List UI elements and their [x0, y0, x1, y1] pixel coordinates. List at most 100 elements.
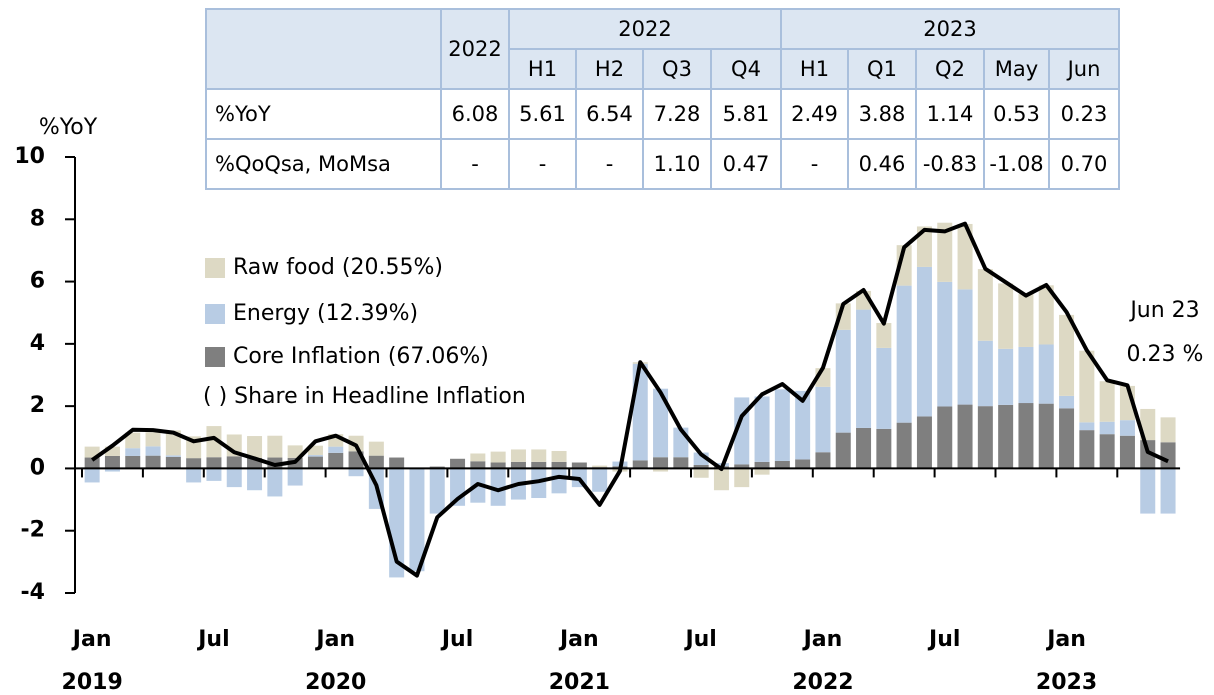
value-cell: 3.88 [847, 88, 917, 140]
subheader-cell: H1 [780, 48, 849, 90]
bar-segment [1119, 435, 1135, 469]
subheader-cell: Q4 [710, 48, 782, 90]
bar-segment [592, 468, 608, 492]
bar-segment [267, 468, 283, 497]
x-year-label: 2019 [62, 670, 123, 695]
header-cell: 2023 [780, 8, 1120, 50]
y-tick-label: 6 [30, 269, 45, 294]
bar-segment [186, 468, 202, 483]
bar-segment [165, 430, 181, 456]
x-tick-label: Jan [558, 627, 599, 652]
bar-segment [186, 458, 202, 469]
row-label: %QoQsa, MoMsa [205, 138, 442, 190]
header-cell: 2022 [508, 8, 782, 50]
y-tick-label: 0 [30, 455, 45, 480]
bar-segment [551, 468, 567, 494]
bar-segment [206, 468, 222, 481]
x-tick-label: Jul [196, 627, 229, 652]
x-tick-label: Jul [440, 627, 473, 652]
bar-segment [470, 453, 486, 462]
subheader-cell: Q1 [847, 48, 917, 90]
bar-segment [632, 363, 648, 461]
bar-segment [125, 455, 141, 469]
bar-segment [531, 449, 547, 462]
bar-segment [510, 449, 526, 462]
bar-segment [998, 348, 1014, 405]
bar-segment [1038, 344, 1054, 404]
value-cell: -1.08 [983, 138, 1050, 190]
bar-segment [1140, 468, 1156, 514]
legend-swatch [205, 304, 225, 324]
bar-segment [754, 461, 770, 469]
value-cell: - [575, 138, 644, 190]
bar-segment [1079, 422, 1095, 431]
x-year-label: 2023 [1036, 670, 1097, 695]
bar-segment [470, 461, 486, 469]
bar-segment [896, 285, 912, 423]
header-cell: 2022 [440, 8, 510, 90]
x-year-label: 2020 [305, 670, 366, 695]
bar-segment [754, 468, 770, 475]
bar-segment [247, 468, 263, 491]
bar-segment [226, 456, 242, 469]
legend-label: Energy (12.39%) [233, 301, 418, 326]
bar-segment [957, 223, 973, 290]
bar-segment [1079, 430, 1095, 469]
bar-segment [835, 432, 851, 469]
value-cell: - [780, 138, 849, 190]
bar-segment [551, 461, 567, 469]
subheader-cell: Jun [1048, 48, 1120, 90]
bar-segment [1099, 381, 1115, 422]
bar-segment [977, 340, 993, 407]
bar-segment [835, 329, 851, 433]
bar-segment [531, 461, 547, 469]
bar-segment [247, 436, 263, 458]
bar-segment [653, 457, 669, 469]
bars [84, 222, 1176, 578]
value-cell: 0.70 [1048, 138, 1120, 190]
y-tick-label: -2 [21, 518, 45, 543]
bar-segment [1018, 294, 1034, 347]
x-tick-label: Jul [927, 627, 960, 652]
bar-segment [104, 455, 120, 469]
x-year-label: 2021 [549, 670, 610, 695]
x-year-label: 2022 [792, 670, 853, 695]
bar-segment [876, 322, 892, 348]
y-axis-label: %YoY [39, 115, 98, 140]
bar-segment [125, 448, 141, 456]
bar-segment [977, 269, 993, 341]
bar-segment [206, 457, 222, 469]
annotation-value: 0.23 % [1127, 342, 1204, 367]
bar-segment [632, 460, 648, 469]
legend-swatch [205, 347, 225, 367]
bar-segment [673, 457, 689, 469]
value-cell: 5.61 [508, 88, 577, 140]
bar-segment [592, 465, 608, 468]
bar-segment [998, 283, 1014, 349]
bar-segment [145, 446, 161, 456]
bar-segment [795, 459, 811, 469]
bar-segment [1140, 408, 1156, 441]
bar-segment [653, 468, 669, 472]
value-cell: 6.08 [440, 88, 510, 140]
bar-segment [937, 222, 953, 282]
subheader-cell: May [983, 48, 1050, 90]
bar-segment [368, 455, 384, 469]
bar-segment [734, 464, 750, 469]
y-tick-label: 2 [30, 393, 45, 418]
bar-segment [1099, 434, 1115, 469]
bar-segment [490, 451, 506, 463]
bar-segment [551, 450, 567, 462]
legend-swatch [205, 258, 225, 278]
bar-segment [1038, 403, 1054, 469]
bar-segment [368, 441, 384, 456]
bar-segment [653, 388, 669, 458]
bar-segment [287, 468, 303, 486]
bar-segment [693, 465, 709, 469]
summary-table: 2022 2022 2023 H1 H2 Q3 Q4 H1 Q1 Q2 May Jun %YoY… [205, 8, 1120, 190]
value-cell: 2.49 [780, 88, 849, 140]
bar-segment [774, 389, 790, 461]
bar-segment [957, 289, 973, 405]
bar-segment [226, 468, 242, 488]
bar-segment [84, 446, 100, 458]
